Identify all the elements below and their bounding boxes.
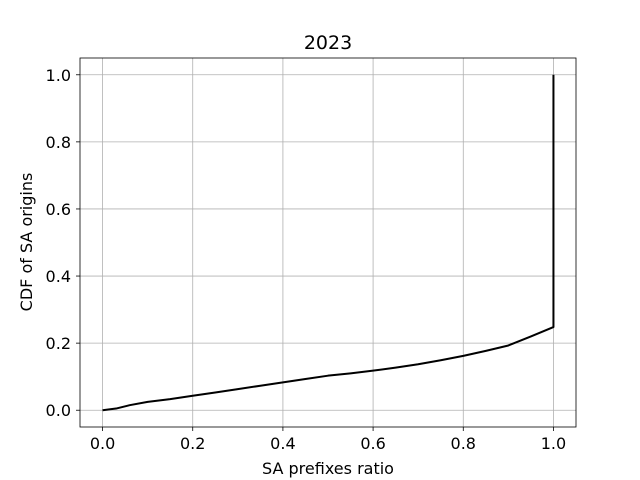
plot-frame [79, 57, 577, 428]
series-layer [102, 74, 555, 412]
x-tick-label: 0.4 [270, 434, 295, 453]
x-tick-label: 0.2 [180, 434, 205, 453]
y-tick-label: 0.0 [46, 401, 71, 420]
x-axis-label: SA prefixes ratio [262, 459, 394, 478]
y-axis-label: CDF of SA origins [17, 173, 36, 312]
y-tick-label: 1.0 [46, 66, 71, 85]
chart-title: 2023 [304, 32, 352, 54]
y-tick-label: 0.8 [46, 133, 71, 152]
x-tick-label: 0.8 [451, 434, 476, 453]
x-tick-label: 0.0 [90, 434, 115, 453]
y-tick-label: 0.6 [46, 200, 71, 219]
ticks: 0.0 0.2 0.4 0.6 0.8 1.0 0.0 0.2 0.4 0.6 0.8 1.0 [46, 66, 567, 453]
x-tick-label: 1.0 [541, 434, 566, 453]
y-tick-label: 0.4 [46, 267, 71, 286]
y-tick-label: 0.2 [46, 334, 71, 353]
grid [80, 58, 576, 427]
cdf-series-line [102, 74, 555, 412]
x-tick-label: 0.6 [360, 434, 385, 453]
